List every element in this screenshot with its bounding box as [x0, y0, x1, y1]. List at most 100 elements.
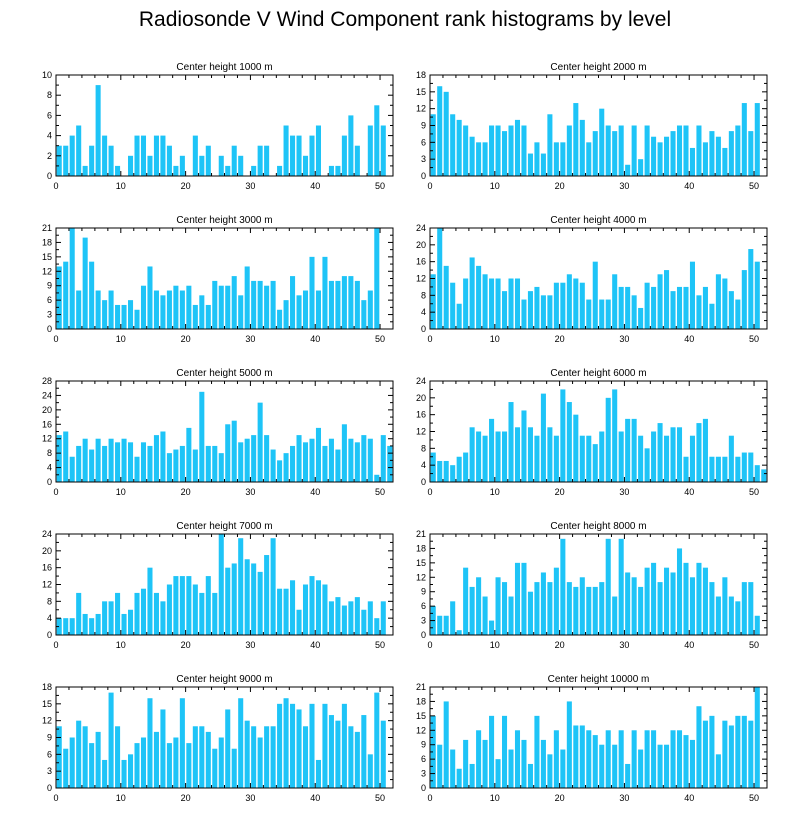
y-tick-label: 12: [42, 434, 52, 444]
bar: [482, 739, 488, 788]
bar: [463, 452, 469, 482]
bar: [153, 135, 159, 176]
bar: [290, 580, 296, 635]
bar: [121, 438, 127, 482]
y-tick-label: 20: [42, 546, 52, 556]
bar: [670, 572, 676, 635]
y-tick-label: 0: [421, 171, 426, 181]
bar: [257, 145, 263, 176]
y-tick-label: 20: [416, 393, 426, 403]
bar: [508, 278, 514, 329]
y-tick-label: 21: [416, 529, 426, 539]
bar: [592, 444, 598, 482]
bar: [296, 135, 302, 176]
bar: [437, 460, 443, 482]
bar: [140, 588, 147, 635]
bar: [612, 274, 618, 329]
bar: [715, 456, 721, 482]
x-tick-label: 40: [310, 793, 320, 803]
bar: [748, 131, 754, 176]
bar: [443, 91, 449, 176]
x-tick-label: 10: [116, 793, 126, 803]
bar: [186, 285, 192, 329]
bar: [463, 125, 469, 176]
bar: [631, 418, 637, 482]
bar: [63, 145, 69, 176]
y-tick-label: 3: [47, 310, 52, 320]
y-tick-label: 8: [421, 290, 426, 300]
panel-title: Center height 5000 m: [176, 368, 272, 379]
bar: [476, 730, 482, 788]
bar: [89, 449, 95, 482]
bar: [514, 562, 521, 635]
bar: [754, 687, 760, 788]
bar: [328, 165, 334, 176]
bar: [270, 726, 276, 788]
bar: [134, 309, 140, 329]
bar: [134, 743, 140, 788]
bar: [709, 303, 715, 329]
bar: [231, 748, 237, 788]
y-tick-label: 6: [47, 295, 52, 305]
x-tick-label: 0: [53, 793, 58, 803]
y-tick-label: 6: [47, 749, 52, 759]
bar: [651, 136, 657, 176]
bar: [579, 119, 585, 176]
panel-title: Center height 8000 m: [550, 521, 646, 532]
bar: [573, 586, 579, 635]
y-tick-label: 18: [42, 237, 52, 247]
x-tick-label: 0: [427, 640, 432, 650]
y-tick-label: 16: [416, 257, 426, 267]
bar: [238, 538, 244, 635]
bar: [527, 153, 533, 176]
y-tick-label: 4: [47, 131, 52, 141]
bar: [754, 261, 760, 329]
bar: [540, 739, 546, 788]
bar: [322, 703, 328, 788]
bar: [489, 620, 495, 635]
y-tick-label: 0: [47, 324, 52, 334]
bar: [514, 119, 521, 176]
panel-title: Center height 4000 m: [550, 215, 646, 226]
bar: [676, 730, 683, 788]
bar: [277, 460, 283, 482]
bar: [302, 442, 309, 482]
bar: [748, 249, 754, 329]
bar: [443, 701, 449, 788]
bar: [264, 726, 270, 788]
x-tick-label: 10: [116, 640, 126, 650]
bar: [179, 290, 185, 329]
y-tick-label: 4: [47, 463, 52, 473]
bar: [495, 278, 501, 329]
bar: [560, 538, 566, 635]
bar: [735, 299, 741, 329]
y-tick-label: 0: [47, 171, 52, 181]
bar: [192, 584, 198, 635]
bar: [748, 452, 754, 482]
bar: [218, 285, 224, 329]
bar: [722, 456, 728, 482]
bar: [244, 559, 250, 635]
bar: [450, 465, 456, 482]
x-tick-label: 0: [427, 793, 432, 803]
x-tick-label: 50: [749, 334, 759, 344]
x-tick-label: 50: [375, 487, 385, 497]
bar: [463, 567, 469, 635]
bar: [722, 720, 728, 788]
bar: [302, 155, 309, 176]
y-tick-label: 18: [416, 70, 426, 80]
y-tick-label: 18: [416, 543, 426, 553]
bar: [521, 562, 527, 635]
bar: [495, 125, 501, 176]
bar: [225, 709, 231, 788]
bar: [644, 282, 650, 329]
bar: [696, 423, 702, 482]
bar: [231, 563, 237, 635]
bar: [374, 474, 380, 482]
bar: [328, 715, 334, 788]
bar: [173, 576, 179, 635]
x-tick-label: 30: [619, 640, 629, 650]
bar: [599, 582, 605, 635]
bar: [115, 304, 121, 329]
bar: [534, 715, 540, 788]
